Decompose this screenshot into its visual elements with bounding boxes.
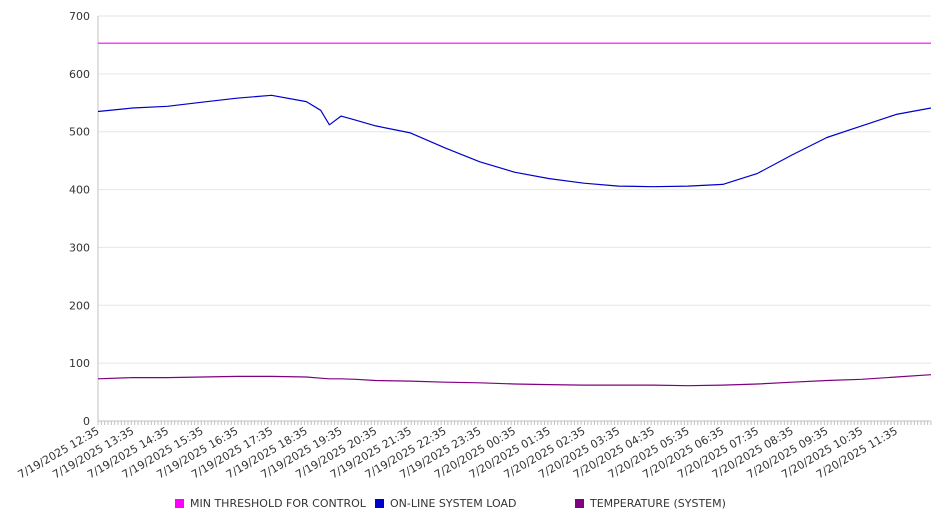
series-line-2 xyxy=(97,374,932,387)
y-tick-label-200: 200 xyxy=(69,299,90,312)
legend-item-system-load[interactable]: ON-LINE SYSTEM LOAD xyxy=(375,497,516,510)
legend-label-system-load: ON-LINE SYSTEM LOAD xyxy=(390,497,517,510)
series-line-1 xyxy=(97,94,932,188)
axes xyxy=(97,16,932,425)
legend-item-temperature[interactable]: TEMPERATURE (SYSTEM) xyxy=(575,497,726,510)
legend-item-min-threshold[interactable]: MIN THRESHOLD FOR CONTROL xyxy=(175,497,366,510)
legend-swatch-temperature xyxy=(575,499,584,508)
grid xyxy=(98,15,931,364)
legend-swatch-min-threshold xyxy=(175,499,184,508)
legend-label-temperature: TEMPERATURE (SYSTEM) xyxy=(590,497,726,510)
y-tick-label-100: 100 xyxy=(69,357,90,370)
legend: MIN THRESHOLD FOR CONTROL ON-LINE SYSTEM… xyxy=(0,497,946,515)
y-tick-labels: 0 100 200 300 400 500 600 700 xyxy=(69,10,90,428)
legend-label-min-threshold: MIN THRESHOLD FOR CONTROL xyxy=(190,497,366,510)
y-tick-label-300: 300 xyxy=(69,241,90,254)
x-tick-labels: 7/19/2025 12:357/19/2025 13:357/19/2025 … xyxy=(16,424,900,481)
legend-swatch-system-load xyxy=(375,499,384,508)
y-tick-label-700: 700 xyxy=(69,10,90,23)
y-tick-label-600: 600 xyxy=(69,68,90,81)
y-tick-label-400: 400 xyxy=(69,184,90,197)
y-tick-label-500: 500 xyxy=(69,126,90,139)
y-tick-label-0: 0 xyxy=(83,415,90,428)
series-lines xyxy=(97,42,932,387)
